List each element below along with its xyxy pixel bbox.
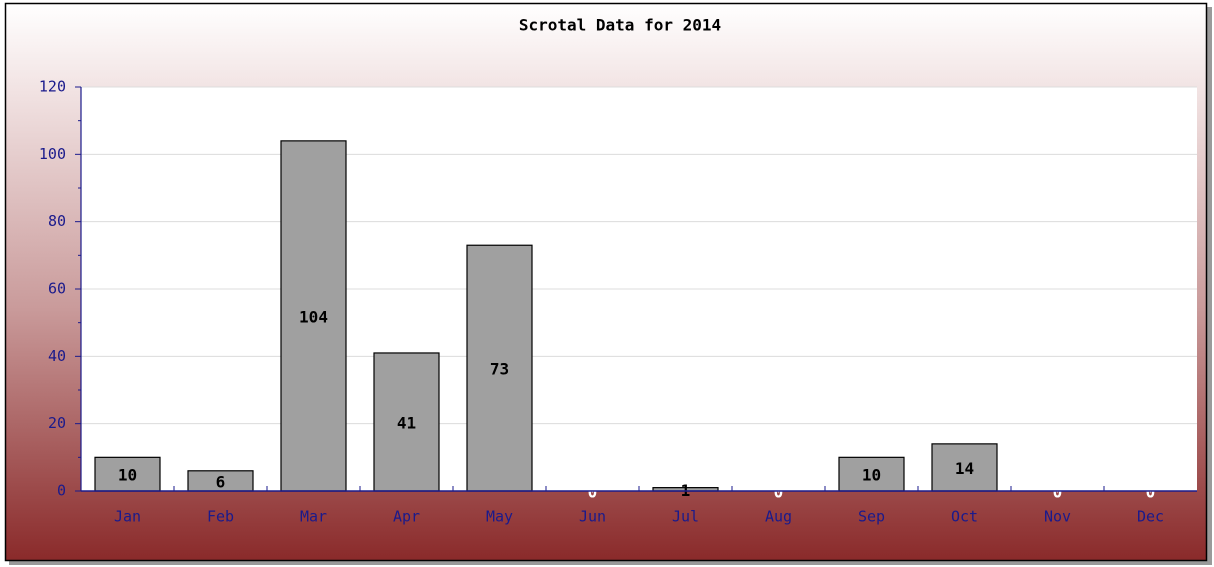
y-tick-label: 100 bbox=[39, 145, 66, 163]
x-tick-label: Nov bbox=[1044, 508, 1071, 526]
x-tick-label: Apr bbox=[393, 508, 420, 526]
y-tick-label: 20 bbox=[48, 414, 66, 432]
value-label: 0 bbox=[1053, 483, 1063, 502]
bar bbox=[838, 456, 905, 492]
y-tick-label: 60 bbox=[48, 280, 66, 298]
value-label: 41 bbox=[397, 413, 416, 432]
value-label: 6 bbox=[216, 472, 226, 491]
x-tick-label: Jan bbox=[114, 508, 141, 526]
x-tick-label: Jul bbox=[672, 508, 699, 526]
y-tick-label: 120 bbox=[39, 78, 66, 96]
value-label: 73 bbox=[490, 360, 509, 379]
bar bbox=[466, 244, 533, 492]
x-tick-label: Jun bbox=[579, 508, 606, 526]
x-tick-label: Dec bbox=[1137, 508, 1164, 526]
value-label: 0 bbox=[774, 483, 784, 502]
x-tick-label: Mar bbox=[300, 508, 327, 526]
value-label: 0 bbox=[588, 483, 598, 502]
x-tick-label: Feb bbox=[207, 508, 234, 526]
bars: 1061044173010101400 bbox=[94, 140, 1156, 502]
bar bbox=[280, 140, 347, 492]
y-tick-label: 0 bbox=[57, 482, 66, 500]
value-label: 10 bbox=[118, 466, 137, 485]
bar bbox=[373, 352, 440, 492]
x-tick-label: May bbox=[486, 508, 513, 526]
x-tick-label: Oct bbox=[951, 508, 978, 526]
value-label: 0 bbox=[1146, 483, 1156, 502]
x-tick-label: Sep bbox=[858, 508, 885, 526]
value-label: 10 bbox=[862, 466, 881, 485]
value-label: 14 bbox=[955, 459, 974, 478]
y-tick-label: 40 bbox=[48, 347, 66, 365]
y-tick-label: 80 bbox=[48, 212, 66, 230]
x-tick-label: Aug bbox=[765, 508, 792, 526]
chart-title: Scrotal Data for 2014 bbox=[519, 16, 721, 35]
value-label: 104 bbox=[299, 307, 328, 326]
